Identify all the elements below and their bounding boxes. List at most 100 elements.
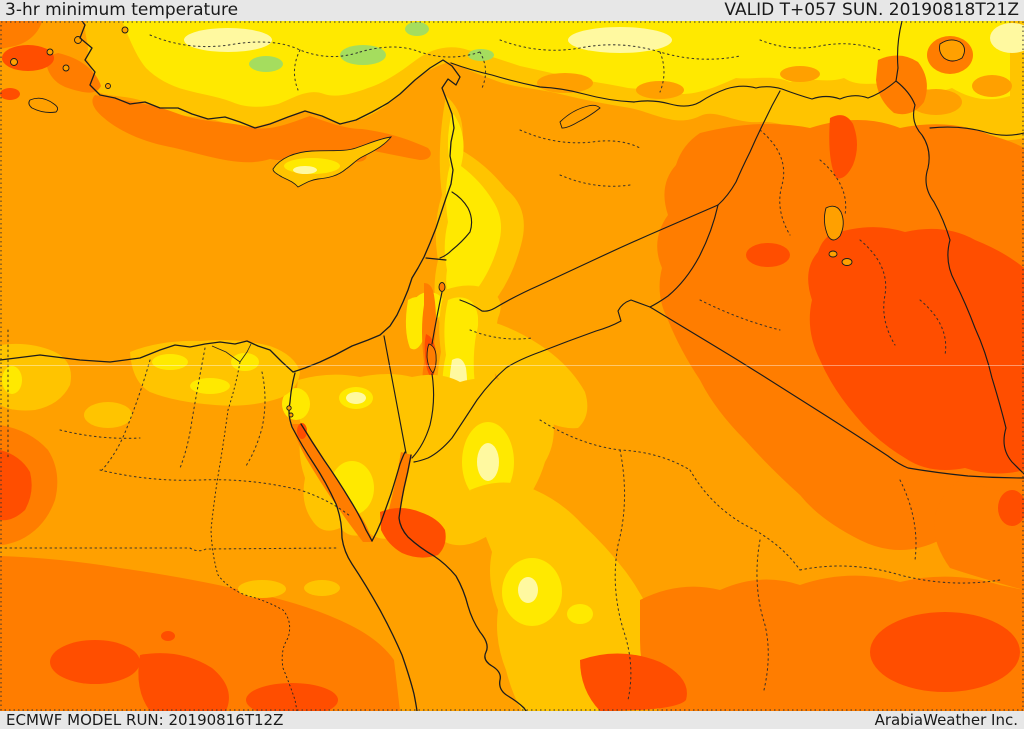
map-frame [0, 21, 1024, 711]
admin-line [859, 239, 896, 346]
nile-delta-branches [211, 343, 252, 363]
country-borders [383, 21, 1024, 479]
border-jordan-saudi [413, 299, 651, 463]
fill-hot-sea-spot [0, 88, 20, 100]
coastlines [0, 21, 527, 711]
admin-line-egypt-sudan [0, 547, 339, 552]
fill-anatolia-yellow [122, 21, 1010, 107]
fill-cyprus-pale [293, 166, 317, 174]
admin-line [179, 347, 206, 469]
suez-canal-and-west-redsea-coast [288, 372, 418, 711]
fill-pale-pocket [990, 23, 1024, 53]
border-iraq-saudi [649, 306, 1024, 479]
fill-pale-pocket [184, 28, 272, 52]
admin-line [899, 479, 917, 561]
fill-green-pocket [405, 22, 429, 36]
lake-habbaniyah [828, 250, 838, 258]
fill-warm-sea-nw [46, 53, 101, 93]
temperature-fill-layer [0, 21, 1024, 711]
admin-line [819, 159, 847, 216]
fill-iraq-red-spot [746, 243, 790, 267]
border-turkey-iran [895, 21, 903, 82]
admin-line [799, 565, 1001, 584]
admin-line [469, 329, 533, 340]
fill-valley-pocket [780, 66, 820, 82]
saudi-redsea-coast [398, 454, 527, 711]
border-syria-jordan [459, 204, 719, 312]
lake-razzaza [841, 258, 853, 266]
fill-green-pocket [340, 45, 386, 65]
fill-nred-sea-hot [380, 508, 446, 558]
fill-hejaz-yellow2 [567, 604, 593, 624]
admin-line [759, 39, 881, 51]
admin-line [759, 129, 791, 236]
weather-map [0, 21, 1024, 711]
lake-tharthar [823, 205, 844, 241]
admin-line [659, 51, 665, 93]
border-israel-egypt [383, 335, 407, 454]
admin-line [149, 34, 361, 58]
fill-warm-sea-corner [0, 21, 42, 49]
fill-s-egypt-red4 [161, 631, 175, 641]
model-run-label: ECMWF MODEL RUN: 20190816T12Z [6, 711, 284, 729]
island [62, 64, 70, 72]
fill-se-red3 [998, 490, 1024, 526]
fill-s-egypt-gold [238, 580, 286, 598]
fill-green-pocket [249, 56, 283, 72]
border-israel-lebanon [425, 257, 447, 261]
island [121, 26, 129, 34]
fill-levant-yellow [444, 112, 502, 302]
sinai-west-coast [300, 423, 373, 542]
fill-valley-pocket [972, 75, 1012, 97]
fill-warm-sea-band [92, 95, 431, 163]
island [10, 58, 18, 66]
border-jordan-iraq [649, 204, 719, 308]
admin-line [919, 299, 947, 356]
dead-sea [426, 343, 437, 374]
credit-label: ArabiaWeather Inc. [874, 711, 1018, 729]
fill-gulf-suez-water [292, 424, 372, 542]
lake-mosul [939, 39, 965, 62]
bitter-lake [286, 405, 292, 411]
product-title: 3-hr minimum temperature [5, 0, 239, 20]
admin-line [59, 429, 141, 439]
border-iraq-iran [895, 80, 1024, 475]
fill-s-egypt-red3 [246, 683, 338, 711]
fill-delta-yellow [152, 354, 188, 370]
top-title-bar: 3-hr minimum temperature VALID T+057 SUN… [0, 0, 1024, 21]
lake-assad [559, 104, 601, 129]
admin-line [614, 449, 632, 701]
border-syria-iraq [717, 90, 781, 206]
bitter-lake-small [288, 412, 294, 418]
fill-suez-head-red [297, 423, 307, 439]
border-wadi-araba [411, 373, 435, 459]
fill-se-red [870, 612, 1020, 692]
fill-wdesert-gold [0, 343, 71, 411]
valid-time-label: VALID T+057 SUN. 20190818T21Z [724, 0, 1019, 20]
fill-gulf-aqaba-water [386, 452, 412, 524]
border-jordan-river-north [431, 291, 443, 345]
fill-pale-pocket [568, 27, 672, 53]
fill-tabuk-pale [477, 443, 499, 481]
fill-iraq-hottest [808, 227, 1024, 474]
border-lebanon-syria [439, 191, 473, 259]
fill-s-egypt-red2 [138, 653, 229, 711]
admin-boundaries [0, 34, 1001, 701]
fill-sinai-pale [346, 392, 366, 404]
admin-line [99, 469, 351, 517]
mediterranean-coastline [0, 21, 461, 373]
fill-west-red [0, 450, 32, 521]
admin-line [293, 49, 301, 91]
fill-delta-yellow3 [190, 378, 230, 394]
lakes-and-rivers [210, 39, 965, 711]
sinai-east-coast [371, 451, 406, 542]
fill-wadi-sirhan [478, 318, 588, 429]
fill-westbank-yellow [405, 297, 427, 350]
fill-fayum-gold [84, 402, 132, 428]
admin-line [519, 129, 641, 149]
admin-line [101, 359, 151, 471]
fill-s-egypt-gold2 [304, 580, 340, 596]
fill-wdesert-yellow [2, 366, 22, 394]
fill-s-egypt-red [50, 640, 140, 684]
